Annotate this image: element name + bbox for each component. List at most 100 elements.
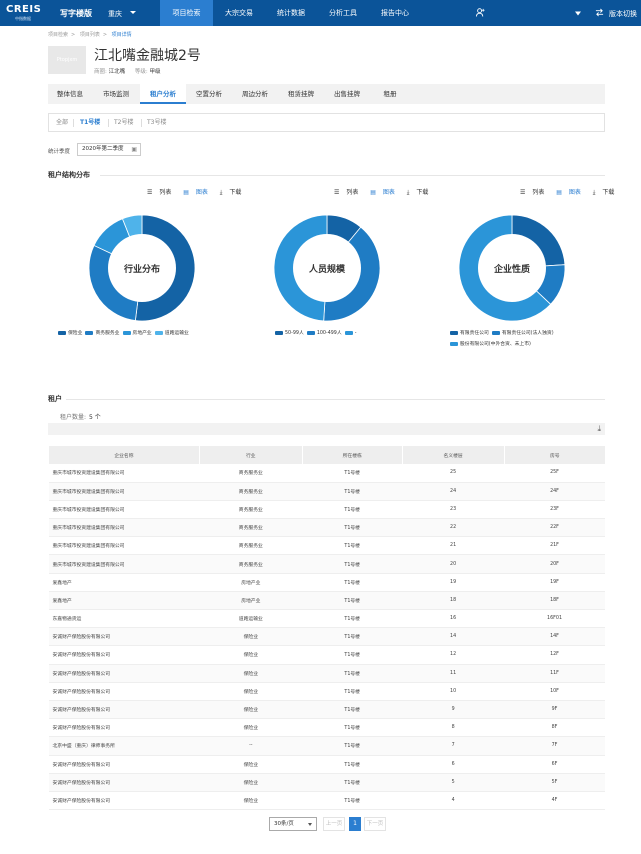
table-row[interactable]: 安诚财产保险股份有限公司 保险业 T1号楼 12 12F <box>48 645 605 665</box>
company-cell: 北京中盛（重庆）律师事务所 <box>48 736 200 756</box>
table-body: 重庆市城市投资建设集团有限公司 商务服务业 T1号楼 25 25F 重庆市城市投资建设集团… <box>48 464 605 811</box>
table-row[interactable]: 安诚财产保险股份有限公司 保险业 T1号楼 10 10F <box>48 682 605 701</box>
table-row[interactable]: 重庆市城市投资建设集团有限公司 商务服务业 T1号楼 22 22F <box>48 518 605 538</box>
tab-rental-listing[interactable]: 租赁挂牌 <box>288 90 314 98</box>
table-row[interactable]: 北京中盛（重庆）律师事务所 -- T1号楼 7 7F <box>48 736 605 756</box>
list-view-button[interactable]: ☰ 列表 <box>520 189 549 196</box>
room-cell: 21F <box>504 536 605 556</box>
tab-tenant-analysis[interactable]: 租户分析 <box>140 84 186 104</box>
subtab-divider <box>108 119 109 127</box>
industry-cell: -- <box>199 736 303 756</box>
legend-swatch <box>344 330 353 335</box>
legend-swatch <box>306 330 315 335</box>
table-row[interactable]: 重庆市城市投资建设集团有限公司 商务服务业 T1号楼 23 23F <box>48 500 605 520</box>
list-view-button[interactable]: ☰ 列表 <box>334 189 363 196</box>
creis-logo[interactable]: CREIS 中指数据 <box>6 4 52 22</box>
table-row[interactable]: 安诚财产保险股份有限公司 保险业 T1号楼 6 6F <box>48 755 605 774</box>
table-row[interactable]: 重庆市城市投资建设集团有限公司 商务服务业 T1号楼 25 25F <box>48 464 605 483</box>
dropdown-caret-icon[interactable] <box>575 9 581 19</box>
stat-quarter-select[interactable]: 2020年第二季度 ▣ <box>77 143 141 156</box>
table-row[interactable]: 重庆市城市投资建设集团有限公司 商务服务业 T1号楼 24 24F <box>48 482 605 501</box>
nav-statistics[interactable]: 统计数据 <box>277 9 305 17</box>
tab-vacancy-analysis[interactable]: 空置分析 <box>196 90 222 98</box>
legend-item[interactable]: 50-99人 <box>275 330 304 336</box>
calendar-icon[interactable]: ▣ <box>131 146 137 153</box>
table-row[interactable]: 重庆市城市投资建设集团有限公司 商务服务业 T1号楼 20 20F <box>48 554 605 574</box>
chevron-down-icon[interactable] <box>130 11 136 14</box>
table-row[interactable]: 安诚财产保险股份有限公司 保险业 T1号楼 14 14F <box>48 627 605 647</box>
legend-item[interactable]: 股份有限公司(中外合资、未上市) <box>450 341 531 347</box>
nav-report-center[interactable]: 报告中心 <box>381 9 409 17</box>
nav-analysis-tools[interactable]: 分析工具 <box>329 9 357 17</box>
tab-surrounding-analysis[interactable]: 周边分析 <box>242 90 268 98</box>
nav-project-search[interactable]: 项目检索 <box>160 0 213 26</box>
company-cell: 重庆市城市投资建设集团有限公司 <box>48 554 200 574</box>
district-label: 商圈: <box>94 69 107 75</box>
legend-item[interactable]: 房地产业 <box>122 330 152 336</box>
legend-item[interactable]: 道路运输业 <box>154 330 189 336</box>
subtab-t1[interactable]: T1号楼 <box>80 119 101 126</box>
prev-page-button[interactable]: 上一页 <box>323 817 345 831</box>
nav-bulk-deals[interactable]: 大宗交易 <box>225 9 253 17</box>
user-icon[interactable] <box>476 8 485 20</box>
breadcrumb-project-list[interactable]: 项目列表 <box>79 32 100 38</box>
legend-item[interactable]: - <box>344 330 356 336</box>
subtab-all[interactable]: 全部 <box>56 119 69 126</box>
chart-legend: 股份有限公司(中外合资、未上市) <box>450 340 531 347</box>
download-button[interactable]: ⤓ 下载 <box>220 189 247 196</box>
column-header-room[interactable]: 房号 <box>503 446 605 464</box>
legend-item[interactable]: 有限责任公司(法人独资) <box>491 330 554 336</box>
chart-view-button[interactable]: ▤ 图表 <box>370 189 400 196</box>
table-row[interactable]: 爱鑫地产 房地产业 T1号楼 19 19F <box>48 573 605 592</box>
next-page-button[interactable]: 下一页 <box>364 817 386 831</box>
table-row[interactable]: 东嘉物通货运 道路运输业 T1号楼 16 16F01 <box>48 609 605 629</box>
tab-market-monitoring[interactable]: 市场监测 <box>103 90 129 98</box>
legend-item[interactable]: 商务服务业 <box>85 330 119 336</box>
column-header-company[interactable]: 企业名称 <box>48 446 200 464</box>
chart-label: 图表 <box>382 189 395 196</box>
download-label: 下载 <box>229 189 242 196</box>
version-switch-button[interactable]: 版本切换 <box>609 10 637 18</box>
table-row[interactable]: 重庆市城市投资建设集团有限公司 商务服务业 T1号楼 21 21F <box>48 536 605 556</box>
legend-item[interactable]: 100-499人 <box>306 330 342 336</box>
table-row[interactable]: 安诚财产保险股份有限公司 保险业 T1号楼 9 9F <box>48 700 605 720</box>
page-size-select[interactable]: 30条/页 <box>269 817 317 831</box>
building-cell: T1号楼 <box>302 645 403 665</box>
tab-overall-info[interactable]: 整体信息 <box>57 90 83 98</box>
section-divider <box>66 399 605 400</box>
table-toolbar: ⤓ <box>48 423 605 435</box>
breadcrumb-project-search[interactable]: 项目检索 <box>48 32 69 38</box>
download-icon[interactable]: ⤓ <box>597 424 601 433</box>
table-row[interactable]: 安诚财产保险股份有限公司 保险业 T1号楼 8 8F <box>48 718 605 738</box>
download-button[interactable]: ⤓ 下载 <box>407 189 434 196</box>
legend-item[interactable]: 有限责任公司 <box>450 330 489 336</box>
building-cell: T1号楼 <box>302 500 403 520</box>
chart-view-button[interactable]: ▤ 图表 <box>556 189 586 196</box>
list-view-button[interactable]: ☰ 列表 <box>147 189 176 196</box>
floor-cell: 6 <box>402 755 505 774</box>
industry-cell: 保险业 <box>199 773 303 792</box>
switch-icon[interactable] <box>595 8 604 20</box>
industry-cell: 商务服务业 <box>199 482 303 501</box>
column-header-building[interactable]: 所在楼栋 <box>301 446 403 464</box>
legend-item[interactable]: 保险业 <box>58 330 82 336</box>
room-cell: 16F01 <box>504 609 605 629</box>
tab-tenant-register[interactable]: 租册 <box>383 90 397 98</box>
table-row[interactable]: 爱鑫地产 房地产业 T1号楼 18 18F <box>48 591 605 611</box>
column-header-industry[interactable]: 行业 <box>198 446 303 464</box>
breadcrumb-project-detail: 项目详情 <box>111 32 132 38</box>
table-row[interactable]: 安诚财产保险股份有限公司 保险业 T1号楼 11 11F <box>48 664 605 683</box>
subtab-t2[interactable]: T2号楼 <box>114 119 134 126</box>
table-row[interactable]: 安诚财产保险股份有限公司 保险业 T1号楼 5 5F <box>48 773 605 792</box>
room-cell: 4F <box>504 791 605 811</box>
subtab-t3[interactable]: T3号楼 <box>147 119 167 126</box>
list-icon: ☰ <box>147 189 153 196</box>
city-selector[interactable]: 重庆 <box>108 10 122 18</box>
page-number-button[interactable]: 1 <box>349 817 361 831</box>
chevron-down-icon <box>308 823 312 826</box>
column-header-floor[interactable]: 名义楼层 <box>401 446 505 464</box>
download-button[interactable]: ⤓ 下载 <box>593 189 620 196</box>
chart-view-button[interactable]: ▤ 图表 <box>183 189 213 196</box>
table-row[interactable]: 安诚财产保险股份有限公司 保险业 T1号楼 4 4F <box>48 791 605 811</box>
tab-sale-listing[interactable]: 出售挂牌 <box>334 90 360 98</box>
